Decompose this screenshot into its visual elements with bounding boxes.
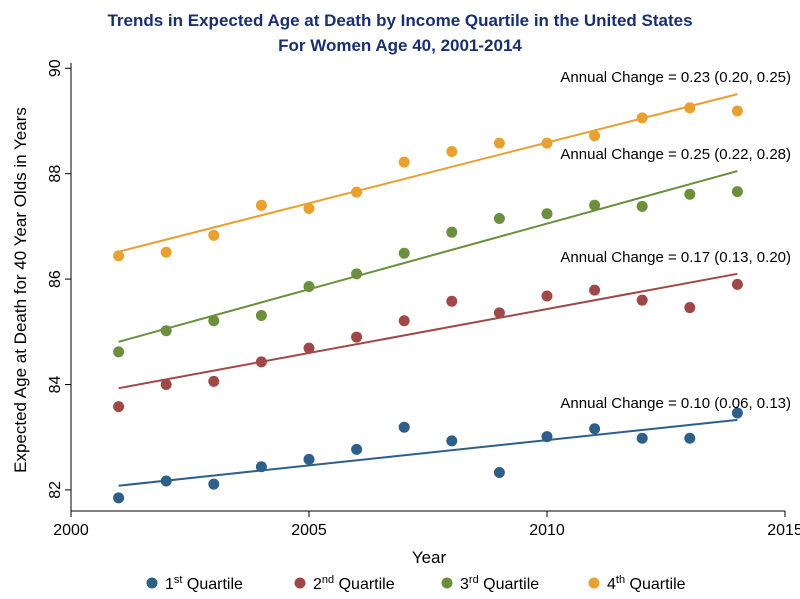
data-point-q1 (255, 461, 267, 473)
data-point-q2 (589, 284, 601, 296)
annotation-q1: Annual Change = 0.10 (0.06, 0.13) (560, 395, 791, 412)
legend-item-q3: 3rd Quartile (441, 574, 539, 593)
data-point-q3 (541, 208, 553, 220)
data-point-q3 (113, 346, 125, 358)
data-point-q1 (636, 432, 648, 444)
data-point-q3 (160, 325, 172, 337)
fit-line-4 (118, 93, 738, 253)
data-point-q2 (160, 379, 172, 391)
legend-item-q2: 2nd Quartile (294, 574, 395, 593)
y-tick-label: 82 (47, 481, 64, 499)
y-tick-label: 88 (47, 165, 64, 183)
legend-marker (146, 577, 158, 589)
annotation-q3: Annual Change = 0.25 (0.22, 0.28) (560, 146, 791, 163)
data-point-q2 (541, 290, 553, 302)
data-point-q1 (208, 478, 220, 490)
data-point-q1 (113, 492, 125, 504)
data-point-q3 (303, 280, 315, 292)
data-point-q3 (493, 212, 505, 224)
fit-line-3 (118, 170, 738, 343)
data-point-q4 (731, 105, 743, 117)
data-point-q2 (351, 331, 363, 343)
data-point-q1 (160, 475, 172, 487)
data-point-q3 (255, 309, 267, 321)
data-point-q4 (636, 112, 648, 124)
fit-line-1 (118, 418, 738, 487)
data-point-q4 (303, 202, 315, 214)
chart-subtitle: For Women Age 40, 2001-2014 (278, 36, 522, 55)
legend-marker (441, 577, 453, 589)
data-point-q1 (398, 421, 410, 433)
data-point-q1 (446, 435, 458, 447)
data-point-q3 (684, 188, 696, 200)
data-point-q4 (208, 229, 220, 241)
data-point-q2 (303, 342, 315, 354)
data-point-q1 (541, 431, 553, 443)
data-point-q4 (493, 137, 505, 149)
data-point-q3 (636, 200, 648, 212)
fit-line-2 (118, 272, 738, 390)
legend-item-q4: 4th Quartile (588, 574, 686, 593)
legend-item-q1: 1st Quartile (146, 574, 243, 593)
data-point-q4 (541, 137, 553, 149)
data-point-q2 (493, 307, 505, 319)
x-tick-label: 2010 (529, 522, 565, 539)
annotation-q4: Annual Change = 0.23 (0.20, 0.25) (560, 69, 791, 86)
legend-label: 2nd Quartile (313, 574, 395, 593)
data-point-q3 (731, 186, 743, 198)
y-axis-label: Expected Age at Death for 40 Year Olds i… (11, 107, 30, 473)
y-tick-label: 86 (47, 270, 64, 288)
legend: 1st Quartile 2nd Quartile 3rd Quartile 4th … (146, 574, 686, 593)
data-point-q2 (398, 315, 410, 327)
data-point-q3 (398, 247, 410, 259)
data-point-q4 (160, 246, 172, 258)
data-point-q4 (446, 146, 458, 158)
x-tick-label: 2005 (291, 522, 327, 539)
legend-marker (294, 577, 306, 589)
data-point-q1 (493, 467, 505, 479)
data-point-q3 (351, 268, 363, 280)
data-point-q3 (446, 226, 458, 238)
data-point-q4 (684, 102, 696, 114)
legend-marker (588, 577, 600, 589)
data-point-q4 (255, 199, 267, 211)
data-point-q1 (731, 407, 743, 419)
data-point-q2 (208, 375, 220, 387)
data-point-q2 (684, 302, 696, 314)
plot-area: 82 84 86 88 90 2000 2005 2010 2015 Annual Change … (47, 59, 800, 539)
data-point-q4 (398, 156, 410, 168)
data-point-q3 (208, 315, 220, 327)
data-point-q3 (589, 199, 601, 211)
data-point-q2 (636, 294, 648, 306)
legend-label: 4th Quartile (607, 574, 686, 593)
data-point-q1 (684, 432, 696, 444)
y-tick-label: 84 (47, 376, 64, 394)
x-tick-label: 2015 (767, 522, 800, 539)
data-point-q4 (589, 130, 601, 142)
data-point-q2 (446, 295, 458, 307)
x-tick-label: 2000 (53, 522, 89, 539)
data-point-q1 (589, 423, 601, 435)
legend-label: 3rd Quartile (460, 574, 539, 593)
data-point-q2 (113, 401, 125, 413)
data-point-q4 (351, 186, 363, 198)
annotation-q2: Annual Change = 0.17 (0.13, 0.20) (560, 249, 791, 266)
legend-label: 1st Quartile (165, 574, 243, 593)
data-point-q2 (731, 278, 743, 290)
data-point-q1 (303, 453, 315, 465)
data-point-q4 (113, 250, 125, 262)
x-axis-label: Year (412, 548, 447, 567)
chart-title: Trends in Expected Age at Death by Incom… (107, 11, 692, 30)
data-point-q1 (351, 443, 363, 455)
y-tick-label: 90 (47, 59, 64, 77)
data-point-q2 (255, 356, 267, 368)
